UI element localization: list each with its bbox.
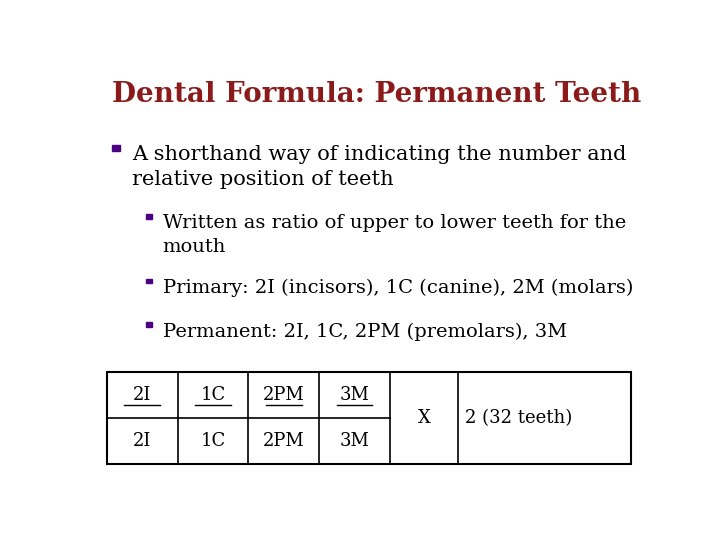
Text: Dental Formula: Permanent Teeth: Dental Formula: Permanent Teeth (112, 82, 642, 109)
Text: 3M: 3M (340, 386, 369, 404)
Text: 2I: 2I (133, 432, 151, 450)
Text: 1C: 1C (200, 386, 225, 404)
Text: 3M: 3M (340, 432, 369, 450)
Bar (107, 373, 631, 464)
Text: 1C: 1C (200, 432, 225, 450)
Text: Written as ratio of upper to lower teeth for the
mouth: Written as ratio of upper to lower teeth… (163, 214, 626, 256)
Text: 2PM: 2PM (263, 386, 305, 404)
Bar (145, 279, 152, 284)
Bar (145, 214, 152, 219)
Text: 2 (32 teeth): 2 (32 teeth) (465, 409, 572, 427)
Text: X: X (418, 409, 431, 427)
Text: 2PM: 2PM (263, 432, 305, 450)
Bar (145, 322, 152, 327)
Text: 2I: 2I (133, 386, 151, 404)
Text: Primary: 2I (incisors), 1C (canine), 2M (molars): Primary: 2I (incisors), 1C (canine), 2M … (163, 279, 633, 297)
Bar (112, 145, 120, 151)
Text: A shorthand way of indicating the number and
relative position of teeth: A shorthand way of indicating the number… (132, 145, 626, 190)
Text: Permanent: 2I, 1C, 2PM (premolars), 3M: Permanent: 2I, 1C, 2PM (premolars), 3M (163, 322, 567, 341)
